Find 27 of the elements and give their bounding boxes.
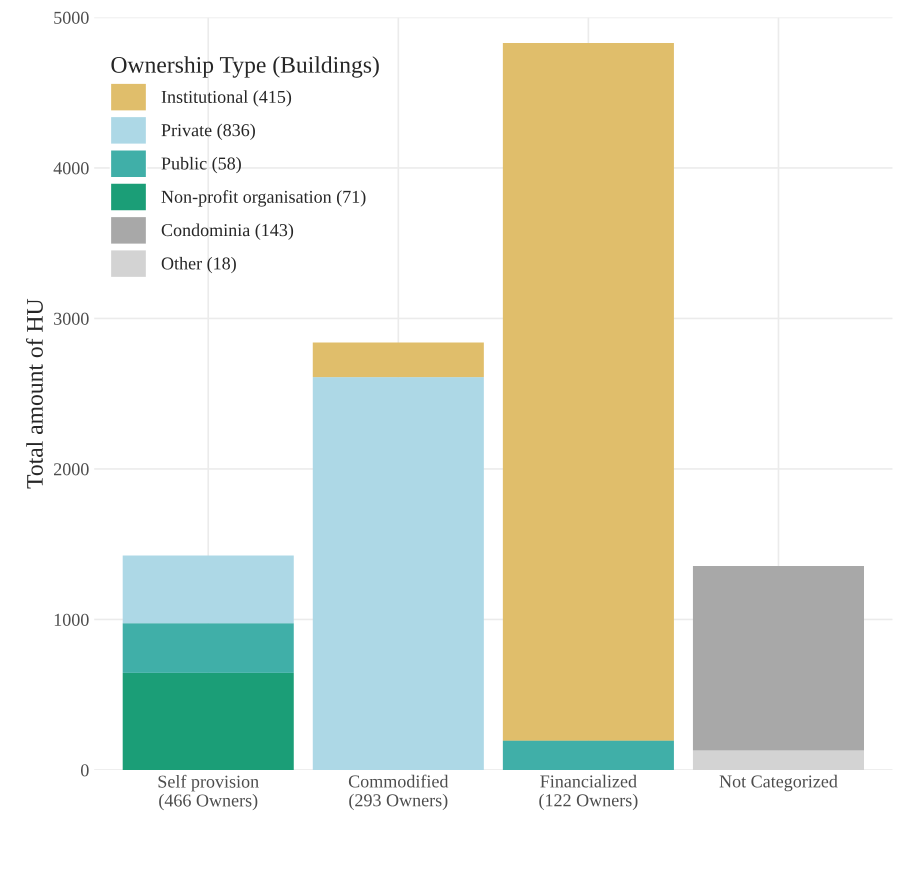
- x-tick-label: Financialized (122 Owners): [539, 774, 638, 810]
- y-tick-label: 2000: [54, 463, 89, 476]
- legend-label: Condominia (143): [162, 224, 294, 240]
- x-tick-label: Commodified (293 Owners): [348, 774, 448, 810]
- y-axis-title: Total amount of HU: [26, 298, 43, 488]
- legend-label: Non-profit organisation (71): [162, 190, 366, 207]
- y-tick-label: 0: [80, 764, 89, 776]
- bar: [122, 672, 294, 770]
- y-tick-label: 1000: [54, 614, 89, 626]
- bar: [692, 750, 864, 770]
- bar: [502, 42, 674, 741]
- y-tick-label: 4000: [54, 162, 89, 174]
- x-tick-label: Not Categorized: [720, 774, 838, 792]
- bar: [122, 623, 294, 673]
- y-tick-label: 5000: [54, 12, 89, 24]
- bar: [312, 377, 484, 770]
- y-tick-label: 3000: [54, 312, 89, 325]
- legend-label: Private (836): [162, 124, 255, 140]
- legend-label: Public (58): [162, 156, 241, 174]
- bar: [502, 740, 674, 770]
- bar: [312, 342, 484, 378]
- legend-title: Ownership Type (Buildings): [111, 56, 379, 78]
- legend-label: Institutional (415): [162, 90, 292, 107]
- x-tick-label: Self provision (466 Owners): [158, 774, 259, 810]
- bar: [692, 566, 864, 750]
- bar: [122, 555, 294, 624]
- legend-label: Other (18): [162, 256, 236, 274]
